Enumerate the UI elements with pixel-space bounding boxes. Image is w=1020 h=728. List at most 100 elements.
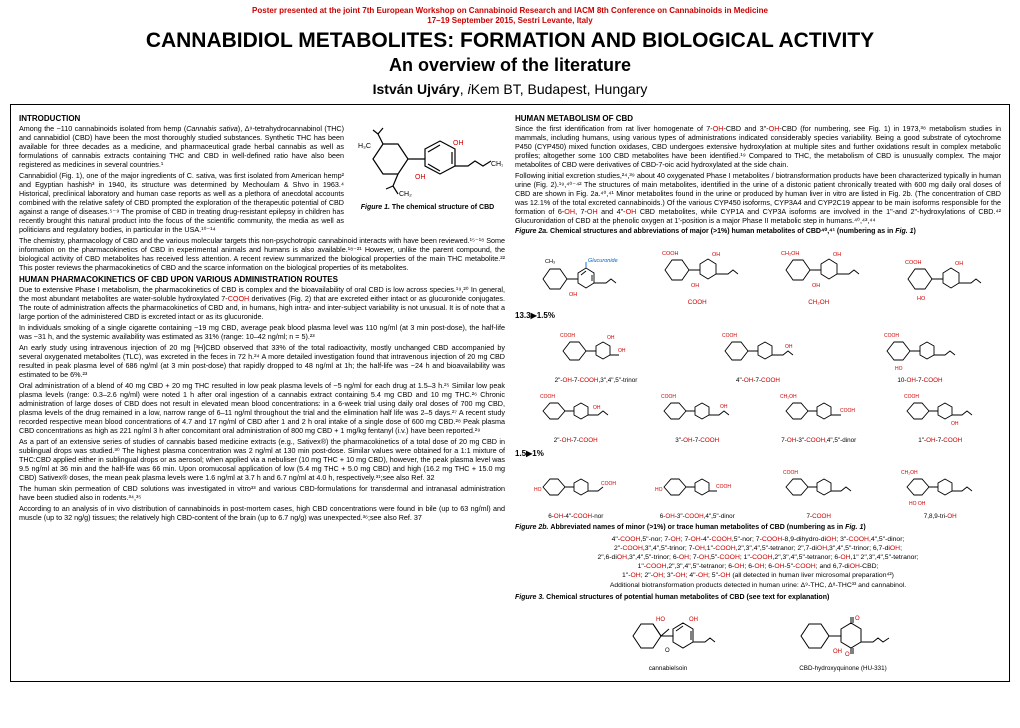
chem-glucuronide: CH₃ Glucuronide OH [528, 249, 623, 307]
intro-head: INTRODUCTION [19, 114, 505, 124]
left-column: INTRODUCTION H₃C CH₂ OH OH [19, 111, 505, 675]
chem-r2-2: CH₂OHCOOH 7-OH-3"-COOH,4",5"-dinor [774, 387, 864, 445]
svg-text:O: O [845, 652, 850, 658]
pk-p3: An early study using intravenous injecti… [19, 343, 505, 379]
fig2a-row-3: HOCOOH 6-OH-4"-COOH-nor HOCOOH 6-OH-3"-C… [515, 463, 1001, 521]
pk-p2: In individuals smoking of a single cigar… [19, 323, 505, 341]
metab-head: HUMAN METABOLISM OF CBD [515, 114, 1001, 124]
svg-text:HO OH: HO OH [909, 501, 926, 507]
chem-r3-1: HOCOOH 6-OH-3"-COOH,4",5"-dinor [652, 463, 742, 521]
svg-text:CH₃: CH₃ [545, 259, 555, 265]
additional-line: Additional biotransformation products de… [515, 582, 1001, 590]
molecule-icon: COOH OH [652, 387, 742, 433]
authors-line: István Ujváry, iKem BT, Budapest, Hungar… [10, 81, 1010, 99]
svg-text:OH: OH [618, 348, 626, 354]
svg-text:OH: OH [415, 174, 426, 181]
svg-text:CH₂OH: CH₂OH [780, 394, 797, 400]
pk-p4: Oral administration of a blend of 40 mg … [19, 381, 505, 435]
svg-text:COOH: COOH [716, 484, 731, 490]
svg-text:OH: OH [812, 283, 820, 289]
chem-r3-2: COOH 7-COOH [774, 463, 864, 521]
metab-p2: Following initial excretion studies,²⁴,³… [515, 171, 1001, 225]
right-column: HUMAN METABOLISM OF CBD Since the first … [515, 111, 1001, 675]
svg-text:COOH: COOH [884, 333, 899, 339]
molecule-icon: HOOOH [613, 606, 723, 661]
minor-list: 4"-COOH,5"-nor; 7-OH; 7-OH-4"-COOH,5"-no… [515, 535, 1001, 581]
svg-text:OH: OH [607, 335, 615, 341]
fig3-row: HOOOH cannabielsoin OOHO CBD-hydroxyquin… [515, 606, 1001, 673]
poster-title: CANNABIDIOL METABOLITES: FORMATION AND B… [10, 28, 1010, 54]
metab-p1: Since the first identification from rat … [515, 124, 1001, 169]
svg-text:OH: OH [833, 649, 842, 655]
cbd-structure-icon: H₃C CH₂ OH OH CH₃ [353, 124, 503, 202]
svg-text:OH: OH [712, 252, 720, 258]
fig3-cannabielsoin: HOOOH cannabielsoin [613, 606, 723, 673]
fig2a-row-top: CH₃ Glucuronide OH COOH OH OH COOH [515, 240, 1001, 307]
molecule-icon: CH₂OHCOOH [774, 387, 864, 433]
molecule-icon: HO COOH [652, 463, 742, 509]
svg-text:HO: HO [895, 366, 903, 372]
svg-text:H₃C: H₃C [358, 143, 371, 150]
molecule-icon: CH₂OH OH OH [771, 240, 866, 295]
pk-p1: Due to extensive Phase I metabolism, the… [19, 285, 505, 321]
svg-text:HO: HO [917, 296, 926, 302]
svg-text:COOH: COOH [904, 394, 919, 400]
molecule-icon: CH₂OH HO OH [895, 463, 985, 509]
svg-text:O: O [665, 648, 670, 654]
chem-r3-0: HOCOOH 6-OH-4"-COOH-nor [531, 463, 621, 521]
svg-text:COOH: COOH [783, 470, 798, 476]
conference-line-2: 17–19 September 2015, Sestri Levante, It… [10, 16, 1010, 26]
chem-ch2oh-1: CH₂OH OH OH CH₂OH [771, 240, 866, 307]
molecule-icon: COOH HO [875, 325, 965, 373]
svg-text:OH: OH [720, 404, 728, 410]
svg-text:OH: OH [955, 261, 963, 267]
svg-text:OH: OH [951, 421, 959, 427]
figure-2b-caption: Figure 2b. Abbreviated names of minor (>… [515, 524, 1001, 533]
molecule-icon: COOH [774, 463, 864, 509]
content-box: INTRODUCTION H₃C CH₂ OH OH [10, 104, 1010, 682]
chem-r2-1: COOHOH 3"-OH-7-COOH [652, 387, 742, 445]
svg-text:COOH: COOH [661, 394, 676, 400]
fig3-hu331: OOHO CBD-hydroxyquinone (HU-331) [783, 606, 903, 673]
chem-r1-0: COOHOHOH 2"-OH-7-COOH,3",4",5"-trinor [551, 325, 641, 385]
svg-text:O: O [855, 616, 860, 622]
svg-text:OH: OH [833, 252, 841, 258]
svg-text:COOH: COOH [560, 333, 575, 339]
svg-text:OH: OH [569, 292, 577, 298]
svg-text:COOH: COOH [662, 251, 679, 257]
chem-r2-0: COOHOH 2"-OH-7-COOH [531, 387, 621, 445]
molecule-icon: COOH OH OH [551, 325, 641, 373]
svg-text:CH₂: CH₂ [399, 191, 412, 198]
molecule-icon: COOH OH [713, 325, 803, 373]
molecule-icon: HO COOH [531, 463, 621, 509]
svg-text:HO: HO [655, 487, 663, 493]
pk-p7: According to an analysis of in vivo dist… [19, 504, 505, 522]
pct-label-2: 1.5▶1% [515, 449, 1001, 459]
fig2a-row-2: COOHOH 2"-OH-7-COOH COOHOH 3"-OH-7-COOH … [515, 387, 1001, 445]
poster-subtitle: An overview of the literature [10, 54, 1010, 77]
svg-text:HO: HO [534, 487, 542, 493]
svg-text:COOH: COOH [905, 260, 922, 266]
molecule-icon: COOH OH [895, 387, 985, 433]
svg-text:CH₂OH: CH₂OH [901, 470, 918, 476]
molecule-icon: OOHO [783, 606, 903, 661]
fig2a-row-1: COOHOHOH 2"-OH-7-COOH,3",4",5"-trinor CO… [515, 325, 1001, 385]
svg-text:COOH: COOH [722, 333, 737, 339]
svg-text:OH: OH [691, 283, 699, 289]
svg-text:OH: OH [785, 344, 793, 350]
svg-text:CH₃: CH₃ [491, 161, 503, 168]
molecule-icon: COOH OH OH [650, 240, 745, 295]
svg-text:OH: OH [453, 140, 464, 147]
svg-text:OH: OH [689, 617, 698, 623]
molecule-icon: COOHOH [531, 387, 621, 433]
molecule-icon: CH₃ Glucuronide OH [528, 249, 623, 304]
svg-text:COOH: COOH [601, 481, 616, 487]
figure-3-caption: Figure 3. Chemical structures of potenti… [515, 594, 1001, 603]
conference-line-1: Poster presented at the joint 7th Europe… [10, 6, 1010, 16]
chem-r2-3: COOHOH 1"-OH-7-COOH [895, 387, 985, 445]
pk-p5: As a part of an extensive series of stud… [19, 437, 505, 482]
svg-text:Glucuronide: Glucuronide [588, 258, 618, 264]
pct-label-1: 13.3▶1.5% [515, 311, 1001, 321]
figure-2a-caption: Figure 2a. Chemical structures and abbre… [515, 228, 1001, 237]
figure-1-caption: Figure 1. The chemical structure of CBD [350, 204, 505, 213]
